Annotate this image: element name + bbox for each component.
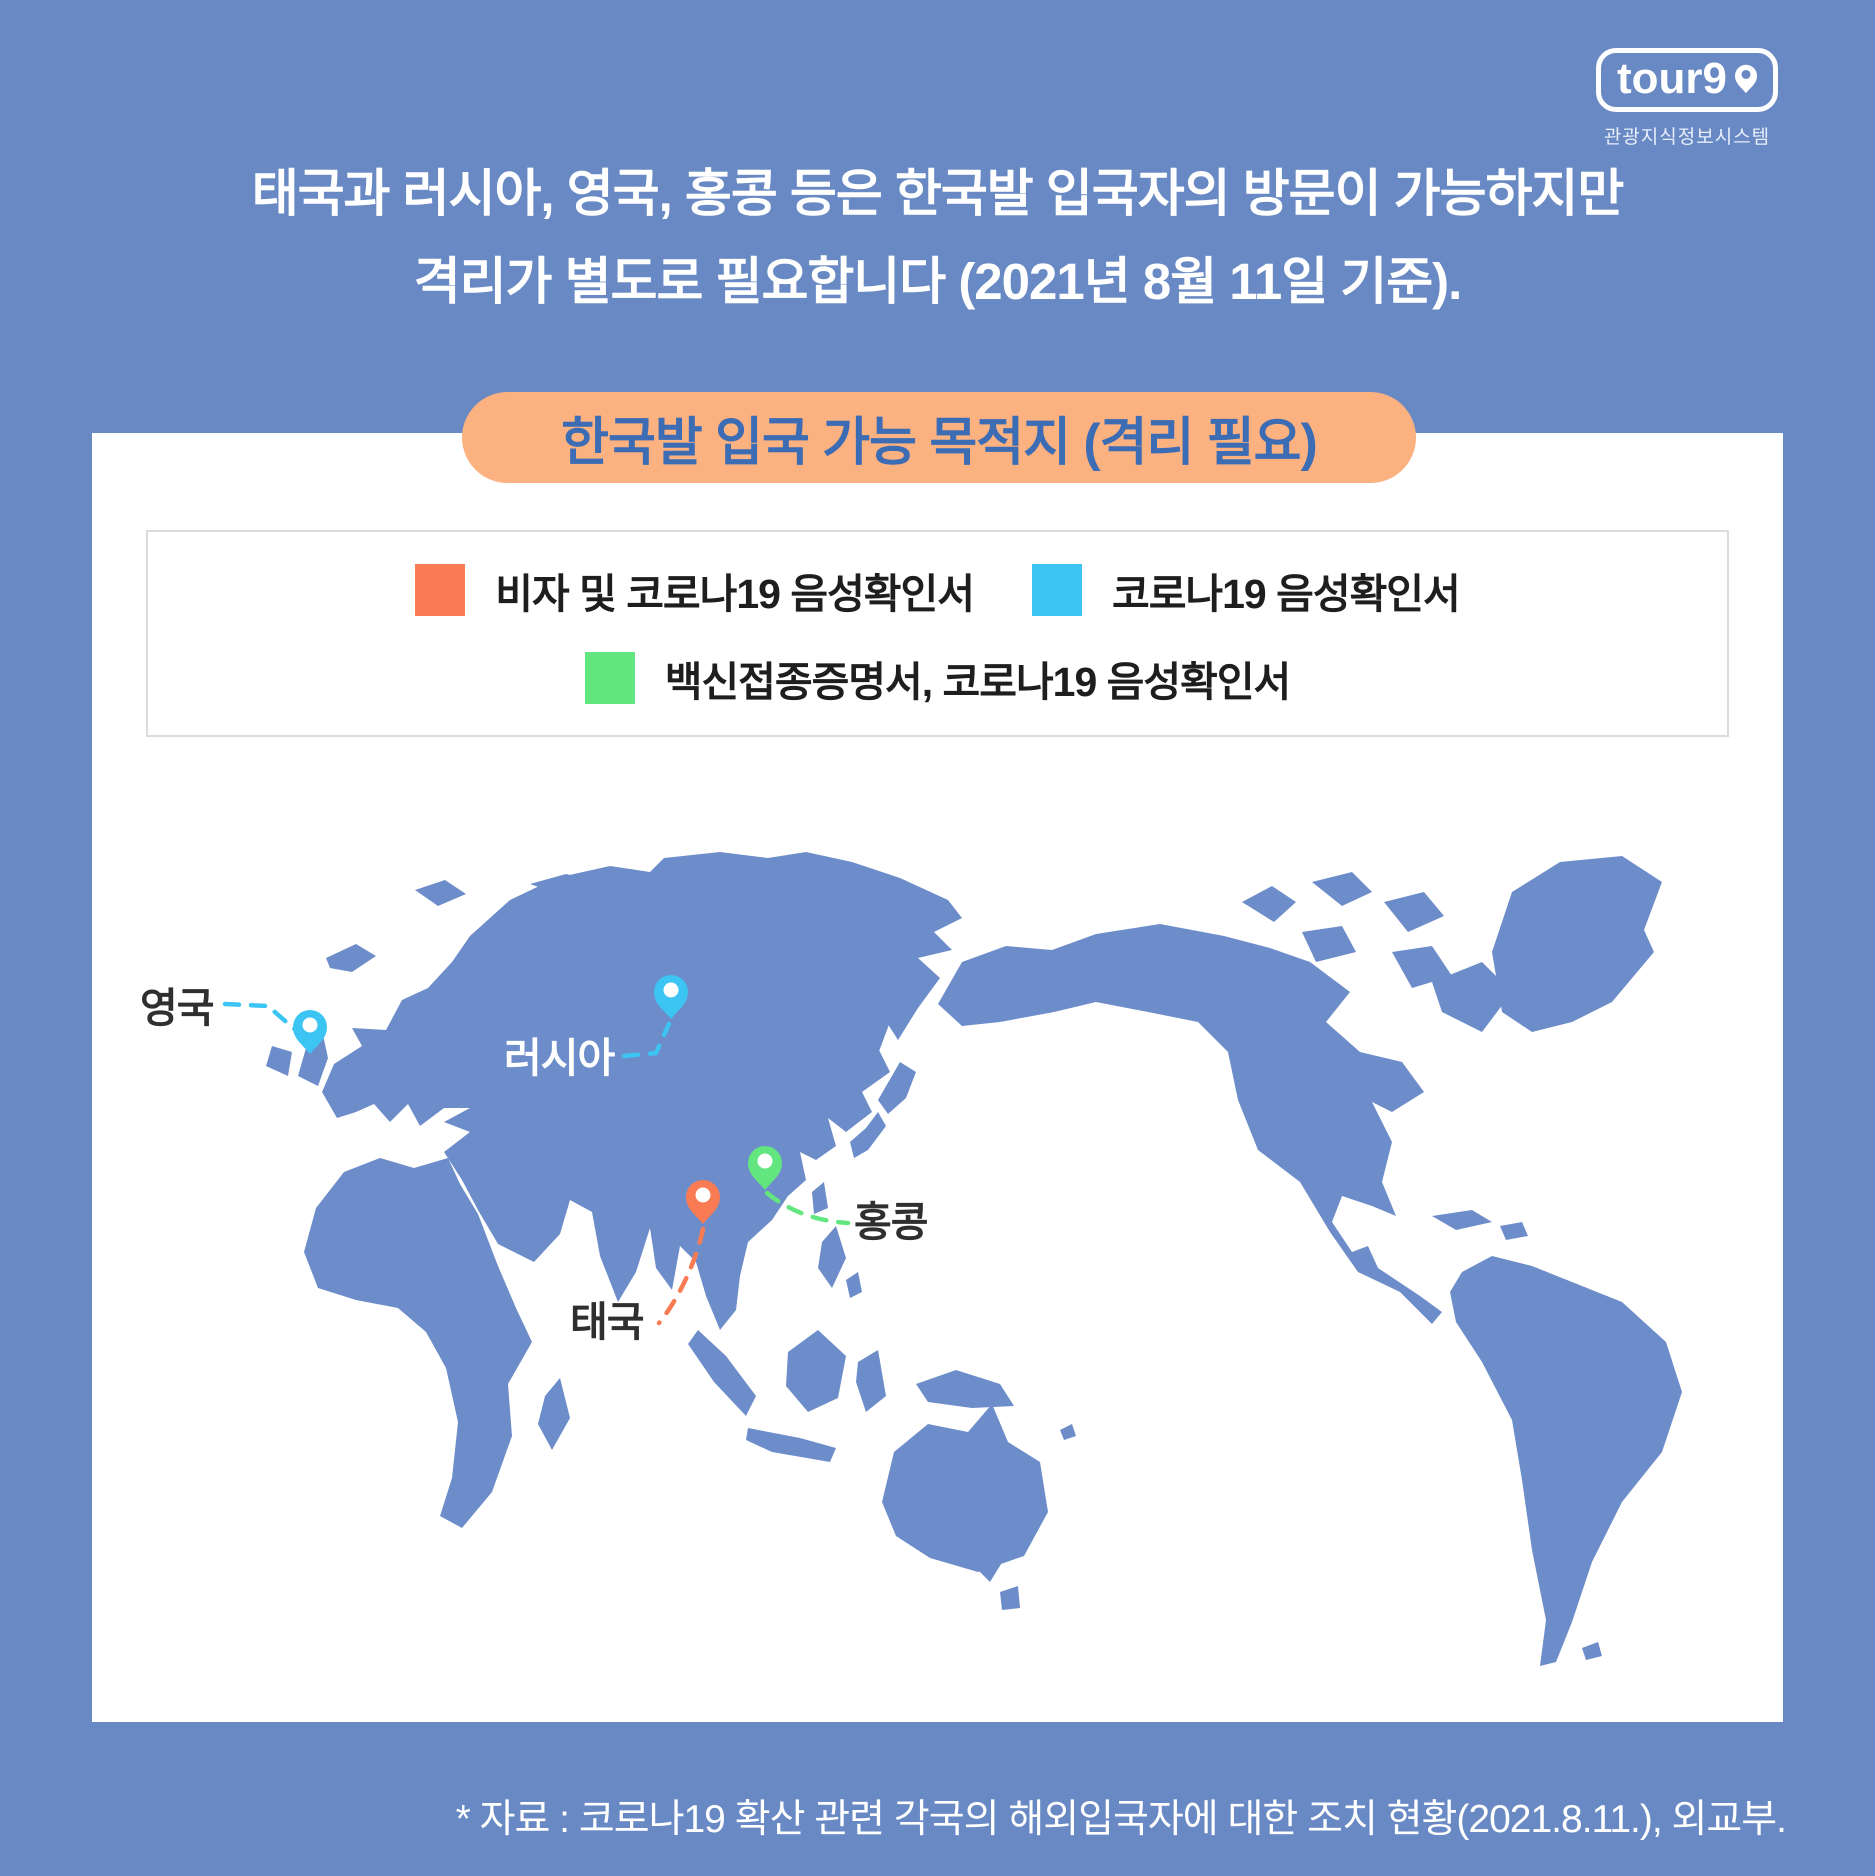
legend-label: 비자 및 코로나19 음성확인서 xyxy=(495,570,975,617)
legend-label: 코로나19 음성확인서 xyxy=(1111,570,1461,617)
legend-label: 백신접종증명서, 코로나19 음성확인서 xyxy=(664,658,1292,705)
map-label-russia: 러시아 xyxy=(504,1035,615,1081)
logo: tour9 관광지식정보시스템 xyxy=(1557,48,1817,149)
header-line2: 격리가 별도로 필요합니다 (2021년 8월 11일 기준). xyxy=(413,253,1463,310)
legend-row-2: 백신접종증명서, 코로나19 음성확인서 xyxy=(584,648,1292,708)
logo-subtitle: 관광지식정보시스템 xyxy=(1603,127,1771,148)
legend-item-negative-test: 코로나19 음성확인서 xyxy=(1031,560,1461,620)
logo-brand: tour9 xyxy=(1617,54,1727,103)
title-badge: 한국발 입국 가능 목적지 (격리 필요) xyxy=(462,392,1416,483)
logo-box: tour9 xyxy=(1596,48,1778,112)
header-line1: 태국과 러시아, 영국, 홍콩 등은 한국발 입국자의 방문이 가능하지만 xyxy=(251,165,1625,222)
legend-item-vaccine: 백신접종증명서, 코로나19 음성확인서 xyxy=(584,648,1292,708)
legend-item-visa: 비자 및 코로나19 음성확인서 xyxy=(415,560,975,620)
logo-pin-icon xyxy=(1735,64,1757,94)
legend-box: 비자 및 코로나19 음성확인서 코로나19 음성확인서 백신접종증명서, 코로… xyxy=(146,530,1729,737)
map-label-uk: 영국 xyxy=(140,985,214,1031)
legend-swatch-orange xyxy=(415,563,466,616)
legend-swatch-green xyxy=(584,651,635,704)
map-label-hongkong: 홍콩 xyxy=(854,1199,928,1245)
map-label-thailand: 태국 xyxy=(570,1299,644,1345)
header-text: 태국과 러시아, 영국, 홍콩 등은 한국발 입국자의 방문이 가능하지만 격리… xyxy=(0,150,1875,326)
source-note: * 자료 : 코로나19 확산 관련 각국의 해외입국자에 대한 조치 현황(2… xyxy=(455,1798,1787,1841)
title-badge-text: 한국발 입국 가능 목적지 (격리 필요) xyxy=(561,414,1318,472)
legend-row-1: 비자 및 코로나19 음성확인서 코로나19 음성확인서 xyxy=(415,560,1461,620)
legend-swatch-cyan xyxy=(1031,563,1082,616)
